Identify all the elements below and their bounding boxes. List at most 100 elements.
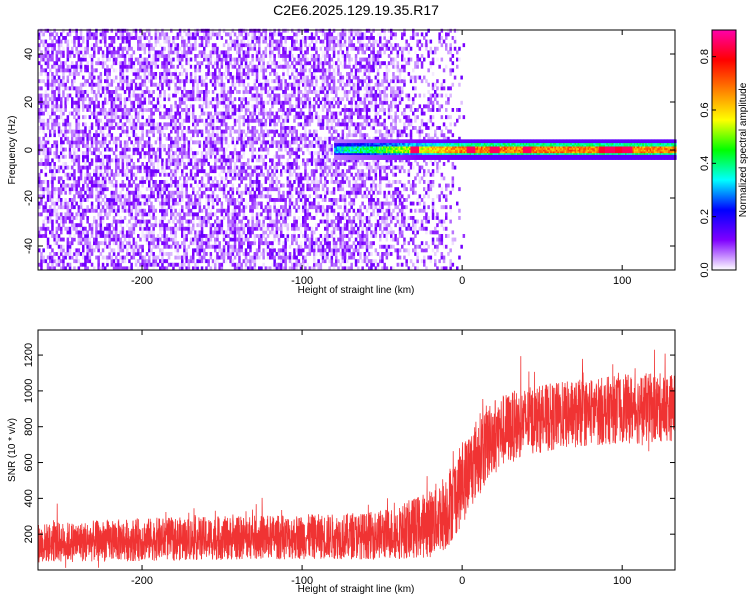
spectrogram-noise-cell: [282, 183, 285, 188]
spectrogram-noise-cell: [233, 169, 237, 174]
spectrogram-noise-cell: [75, 255, 78, 260]
spectrogram-noise-cell: [112, 90, 116, 94]
spectrogram-noise-cell: [156, 100, 160, 105]
spectrogram-noise-cell: [297, 97, 301, 102]
spectrogram-noise-cell: [88, 172, 92, 177]
spectrogram-noise-cell: [110, 28, 114, 33]
spectrogram-noise-cell: [253, 82, 257, 87]
spectrogram-noise-cell: [264, 39, 268, 44]
spectrogram-noise-cell: [42, 32, 45, 37]
spectrogram-noise-cell: [60, 54, 63, 58]
spectrogram-noise-cell: [211, 104, 215, 109]
spectrogram-noise-cell: [66, 86, 70, 91]
spectrogram-noise-cell: [291, 262, 294, 267]
spectrogram-noise-cell: [220, 64, 224, 69]
spectrogram-noise-cell: [280, 205, 283, 210]
spectrogram-noise-cell: [38, 172, 41, 177]
spectrogram-noise-cell: [119, 266, 122, 271]
spectrogram-noise-cell: [236, 226, 239, 231]
spectrogram-noise-cell: [49, 208, 52, 213]
spectrogram-noise-cell: [132, 122, 136, 127]
spectrogram-noise-cell: [233, 32, 237, 37]
spectrogram-noise-cell: [86, 133, 89, 138]
spectrogram-noise-cell: [253, 46, 257, 51]
spectrogram-noise-cell: [205, 154, 208, 159]
spectrogram-noise-cell: [139, 255, 142, 260]
spectrogram-noise-cell: [145, 234, 149, 238]
spectrogram-noise-cell: [53, 46, 56, 51]
spectrogram-noise-cell: [275, 97, 279, 102]
spectrogram-noise-cell: [86, 237, 89, 242]
spectrogram-noise-cell: [205, 144, 208, 148]
spectrogram-noise-cell: [141, 183, 144, 188]
spectrogram-noise-cell: [172, 46, 175, 51]
spectrogram-noise-cell: [77, 176, 81, 181]
spectrogram-noise-cell: [240, 230, 243, 235]
spectrogram-noise-cell: [181, 151, 184, 156]
spectrogram-noise-cell: [51, 230, 54, 235]
spectrogram-noise-cell: [214, 151, 217, 156]
spectrogram-noise-cell: [55, 57, 59, 62]
spectrogram-noise-cell: [227, 255, 230, 260]
spectrogram-noise-cell: [260, 122, 263, 127]
spectrogram-noise-cell: [101, 36, 105, 40]
spectrogram-noise-cell: [46, 61, 50, 66]
spectrogram-noise-cell: [152, 72, 155, 76]
spectrogram-noise-cell: [189, 50, 193, 55]
spectrogram-noise-cell: [271, 140, 274, 145]
spectrogram-noise-cell: [198, 90, 202, 94]
spectrogram-noise-cell: [233, 198, 237, 202]
spectrogram-noise-cell: [242, 237, 246, 242]
spectrogram-noise-cell: [97, 75, 100, 80]
spectrogram-noise-cell: [183, 190, 186, 195]
spectrogram-noise-cell: [161, 194, 164, 199]
spectrogram-noise-cell: [172, 50, 175, 55]
spectrogram-noise-cell: [38, 136, 41, 141]
spectrogram-noise-cell: [42, 111, 45, 116]
spectrogram-noise-cell: [216, 180, 219, 184]
spectrogram-noise-cell: [181, 234, 184, 238]
spectrogram-noise-cell: [262, 104, 265, 109]
spectrogram-noise-cell: [216, 259, 219, 264]
spectrogram-noise-cell: [123, 183, 127, 188]
spectrogram-noise-cell: [159, 144, 162, 148]
spectrogram-noise-cell: [84, 154, 87, 159]
spectrogram-noise-cell: [93, 151, 96, 156]
spectrogram-noise-cell: [119, 194, 122, 199]
spectrogram-noise-cell: [49, 165, 52, 170]
spectrogram-noise-cell: [66, 244, 70, 249]
spectrogram-noise-cell: [90, 90, 94, 94]
spectrogram-noise-cell: [253, 194, 257, 199]
spectrogram-noise-cell: [218, 165, 221, 170]
spectrogram-noise-cell: [293, 252, 296, 256]
spectrogram-noise-cell: [97, 212, 100, 217]
spectrogram-noise-cell: [159, 140, 162, 145]
spectrogram-noise-cell: [253, 36, 257, 40]
spectrogram-noise-cell: [134, 68, 138, 73]
spectrogram-noise-cell: [148, 255, 151, 260]
spectrogram-noise-cell: [84, 64, 87, 69]
spectrogram-noise-cell: [264, 100, 268, 105]
spectrogram-noise-cell: [198, 79, 202, 84]
spectrogram-noise-cell: [273, 219, 276, 224]
spectrogram-noise-cell: [90, 32, 94, 37]
spectrogram-noise-cell: [53, 259, 56, 264]
spectrogram-noise-cell: [152, 208, 155, 213]
spectrogram-noise-cell: [174, 201, 177, 206]
spectrogram-noise-cell: [156, 169, 160, 174]
spectrogram-noise-cell: [119, 97, 122, 102]
spectrogram-noise-cell: [55, 118, 59, 123]
spectrogram-noise-cell: [255, 140, 259, 145]
spectrogram-noise-cell: [95, 183, 98, 188]
spectrogram-noise-cell: [49, 190, 52, 195]
spectrogram-noise-cell: [251, 187, 254, 192]
spectrogram-noise-cell: [218, 118, 221, 123]
spectrogram-noise-cell: [271, 50, 274, 55]
spectrogram-noise-cell: [161, 208, 164, 213]
spectrogram-noise-cell: [240, 115, 243, 120]
spectrogram-noise-cell: [192, 122, 195, 127]
spectrogram-noise-cell: [139, 180, 142, 184]
spectrogram-noise-cell: [165, 39, 169, 44]
spectrogram-noise-cell: [90, 176, 94, 181]
spectrogram-noise-cell: [291, 237, 294, 242]
